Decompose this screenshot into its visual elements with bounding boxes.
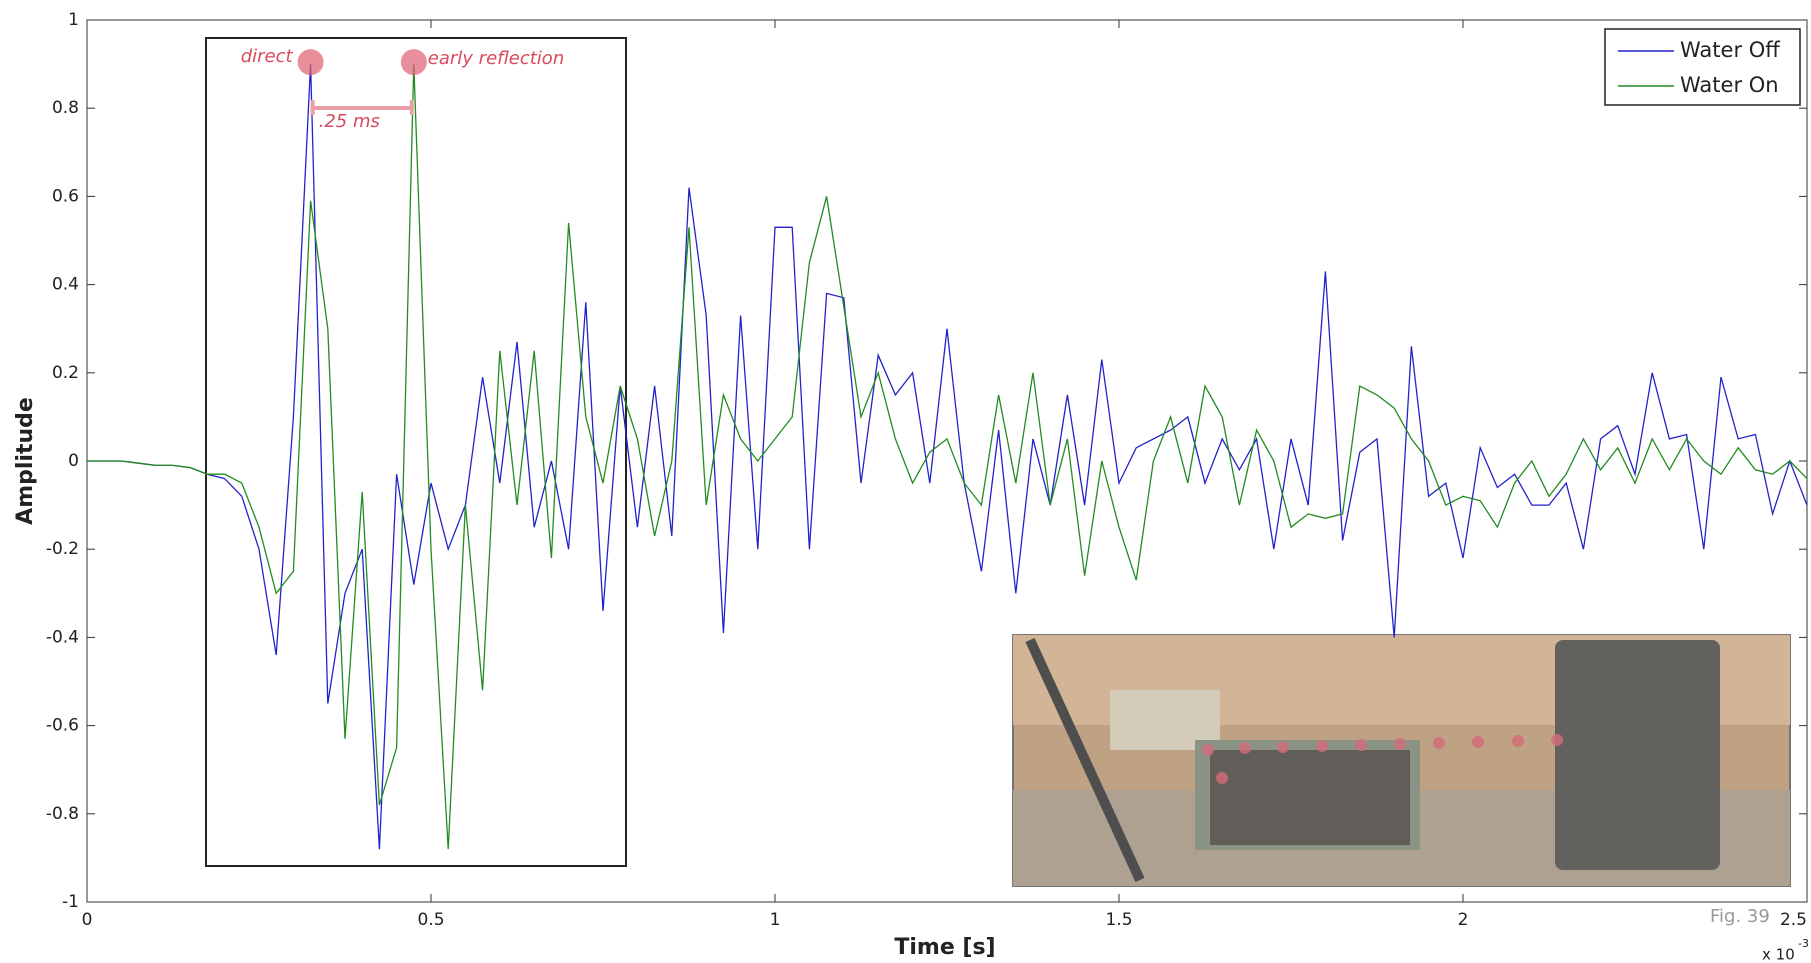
- y-tick-label: -0.4: [46, 627, 79, 647]
- legend-label: Water On: [1680, 73, 1779, 97]
- x-multiplier: x 10: [1762, 946, 1795, 963]
- y-tick-label: 1: [68, 10, 79, 30]
- y-axis-label: Amplitude: [13, 397, 38, 525]
- annotation-early: early reflection: [428, 48, 564, 69]
- highlight-box: [206, 38, 626, 866]
- y-tick-label: 0.4: [52, 275, 79, 295]
- y-tick-label: -0.2: [46, 539, 79, 559]
- x-tick-label: 1: [770, 910, 781, 930]
- chart: Time [s] Amplitude x 10 -3 Fig. 39 -1 -0.…: [0, 0, 1811, 963]
- y-tick-label: -0.6: [46, 716, 79, 736]
- photo-inset: [1013, 635, 1790, 886]
- y-tick-label: 0.8: [52, 98, 79, 118]
- peak-marker: [298, 49, 324, 75]
- x-axis-label: Time [s]: [894, 935, 995, 960]
- legend-label: Water Off: [1680, 38, 1780, 62]
- x-multiplier-exp: -3: [1798, 937, 1809, 950]
- figure-label: Fig. 39: [1710, 906, 1770, 927]
- x-tick-label: 2: [1458, 910, 1469, 930]
- annotation-direct: direct: [241, 46, 294, 67]
- x-tick-label: 1.5: [1105, 910, 1132, 930]
- x-tick-label: 0: [82, 910, 93, 930]
- y-tick-label: 0.6: [52, 186, 79, 206]
- x-tick-label: 0.5: [417, 910, 444, 930]
- peak-marker: [401, 49, 427, 75]
- annotation-gap: .25 ms: [319, 111, 380, 132]
- y-tick-label: -1: [62, 892, 79, 912]
- y-tick-label: 0.2: [52, 363, 79, 383]
- y-tick-label: -0.8: [46, 804, 79, 824]
- x-tick-label: 2.5: [1780, 910, 1807, 930]
- y-tick-label: 0: [68, 451, 79, 471]
